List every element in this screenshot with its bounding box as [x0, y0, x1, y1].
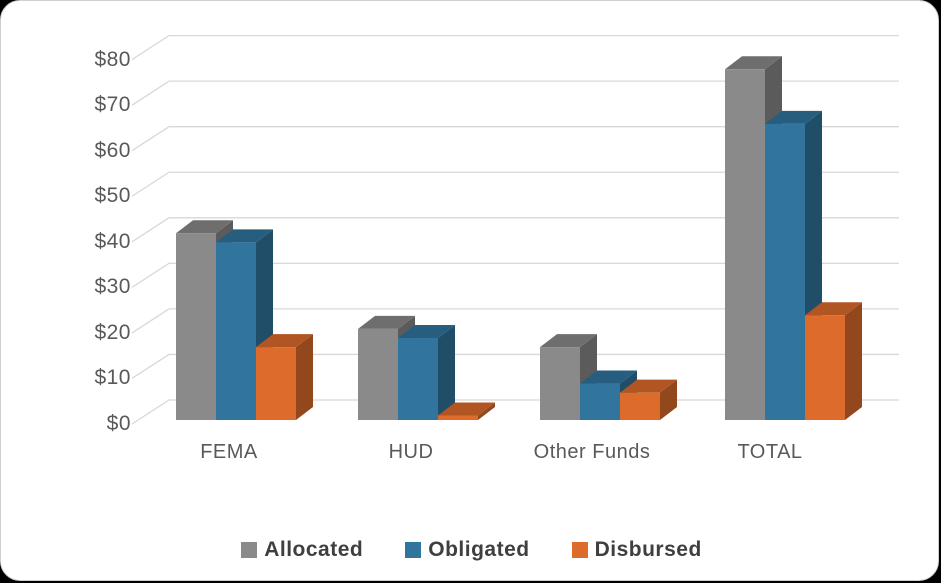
bar-obligated-total-top	[765, 110, 822, 124]
bar-allocated-fema	[176, 233, 216, 420]
bar-obligated-total	[765, 123, 805, 421]
gridline	[131, 262, 899, 288]
y-tick-label: $40	[94, 229, 131, 253]
bar-allocated-hud-top	[358, 315, 415, 329]
x-axis-label-fema: FEMA	[200, 441, 258, 463]
y-tick-label: $20	[94, 320, 131, 344]
gridline	[131, 353, 899, 379]
legend-label: Obligated	[428, 538, 530, 561]
x-axis-label-hud: HUD	[388, 441, 434, 463]
y-tick-label: $30	[94, 275, 131, 299]
y-tick-label: $80	[94, 47, 131, 71]
x-axis-label-other-funds: Other Funds	[533, 441, 651, 463]
bar-allocated-hud	[358, 328, 398, 420]
x-axis-label-total: TOTAL	[737, 441, 803, 463]
bar-obligated-fema-top	[216, 229, 273, 243]
gridline	[131, 171, 899, 197]
bar-disbursed-hud	[438, 415, 478, 420]
gridline	[131, 126, 899, 152]
legend-item-disbursed: Disbursed	[571, 538, 702, 562]
y-tick-label: $10	[94, 366, 131, 390]
bar-disbursed-other-funds-side	[660, 379, 677, 420]
bar-disbursed-total	[805, 315, 845, 420]
gridline	[131, 34, 899, 61]
bar-allocated-other-funds-top	[540, 334, 597, 348]
legend-label: Allocated	[264, 538, 364, 561]
bar-disbursed-fema-side	[296, 334, 313, 420]
chart-legend: Allocated Obligated Disbursed	[1, 538, 938, 562]
y-tick-label: $50	[94, 184, 131, 208]
bar-obligated-hud-top	[398, 325, 455, 339]
bar-obligated-other-funds-top	[580, 370, 637, 384]
bar-disbursed-total-top	[805, 302, 862, 316]
gridline	[131, 80, 899, 106]
y-tick-label: $70	[94, 93, 131, 117]
bar-disbursed-other-funds-top	[620, 379, 677, 393]
bar-obligated-hud-side	[438, 325, 455, 420]
obligated-swatch-icon	[405, 542, 422, 558]
legend-label: Disbursed	[594, 538, 702, 561]
bar-obligated-fema	[216, 242, 256, 420]
bar-disbursed-hud-top	[438, 402, 495, 416]
legend-item-allocated: Allocated	[241, 538, 363, 562]
bar-disbursed-fema-top	[256, 334, 313, 348]
disbursed-swatch-icon	[571, 542, 588, 558]
bar-obligated-hud	[398, 338, 438, 420]
allocated-swatch-icon	[241, 542, 258, 558]
bar-allocated-total-top	[725, 56, 782, 70]
y-tick-label: $0	[106, 412, 131, 435]
bar-disbursed-other-funds	[620, 392, 660, 420]
bar-allocated-total	[725, 69, 765, 420]
gridline	[131, 308, 899, 334]
bar-allocated-fema-top	[176, 220, 233, 234]
gridline	[131, 217, 899, 243]
legend-item-obligated: Obligated	[405, 538, 529, 562]
bar-disbursed-hud-side	[478, 402, 495, 420]
y-tick-label: $60	[94, 138, 131, 162]
bar-disbursed-fema	[256, 347, 296, 420]
bar-allocated-other-funds	[540, 347, 580, 420]
bar-disbursed-total-side	[845, 302, 862, 420]
bar-obligated-other-funds	[580, 383, 620, 420]
